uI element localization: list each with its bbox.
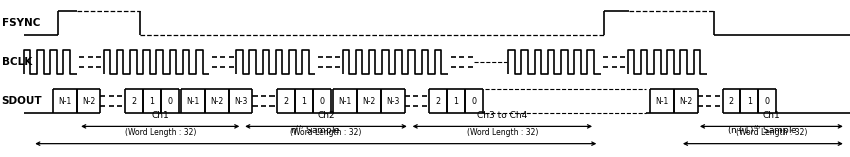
Text: 0: 0	[167, 97, 172, 106]
Text: 2: 2	[131, 97, 137, 106]
Text: N-2: N-2	[362, 97, 376, 106]
Text: N-1: N-1	[655, 97, 669, 106]
Text: (Word Length : 32): (Word Length : 32)	[125, 128, 196, 137]
Text: Ch1: Ch1	[762, 111, 780, 120]
Text: BCLK: BCLK	[2, 57, 32, 67]
Text: N-1: N-1	[338, 97, 352, 106]
Text: FSYNC: FSYNC	[2, 18, 40, 28]
Text: 0: 0	[320, 97, 324, 106]
Text: N-2: N-2	[679, 97, 693, 106]
Text: 2: 2	[283, 97, 289, 106]
Text: N-3: N-3	[234, 97, 247, 106]
Text: 0: 0	[472, 97, 476, 106]
Text: (Word Length : 32): (Word Length : 32)	[736, 128, 807, 137]
Text: 1: 1	[150, 97, 154, 106]
Text: N-1: N-1	[186, 97, 200, 106]
Text: Ch2: Ch2	[317, 111, 335, 120]
Text: 0: 0	[765, 97, 769, 106]
Text: (n+1)$^{th}$ Sample: (n+1)$^{th}$ Sample	[728, 124, 798, 138]
Text: SDOUT: SDOUT	[2, 96, 43, 106]
Text: N-2: N-2	[210, 97, 224, 106]
Text: Ch3 to Ch4: Ch3 to Ch4	[477, 111, 528, 120]
Text: n$^{th}$ Sample: n$^{th}$ Sample	[291, 124, 341, 138]
Text: 2: 2	[435, 97, 441, 106]
Text: N-2: N-2	[82, 97, 95, 106]
Text: 2: 2	[728, 97, 734, 106]
Text: N-3: N-3	[386, 97, 400, 106]
Text: (Word Length : 32): (Word Length : 32)	[467, 128, 538, 137]
Text: (Word Length : 32): (Word Length : 32)	[291, 128, 361, 137]
Text: Ch1: Ch1	[151, 111, 169, 120]
Text: N-1: N-1	[58, 97, 71, 106]
Text: 1: 1	[302, 97, 306, 106]
Text: 1: 1	[454, 97, 458, 106]
Text: 1: 1	[747, 97, 751, 106]
